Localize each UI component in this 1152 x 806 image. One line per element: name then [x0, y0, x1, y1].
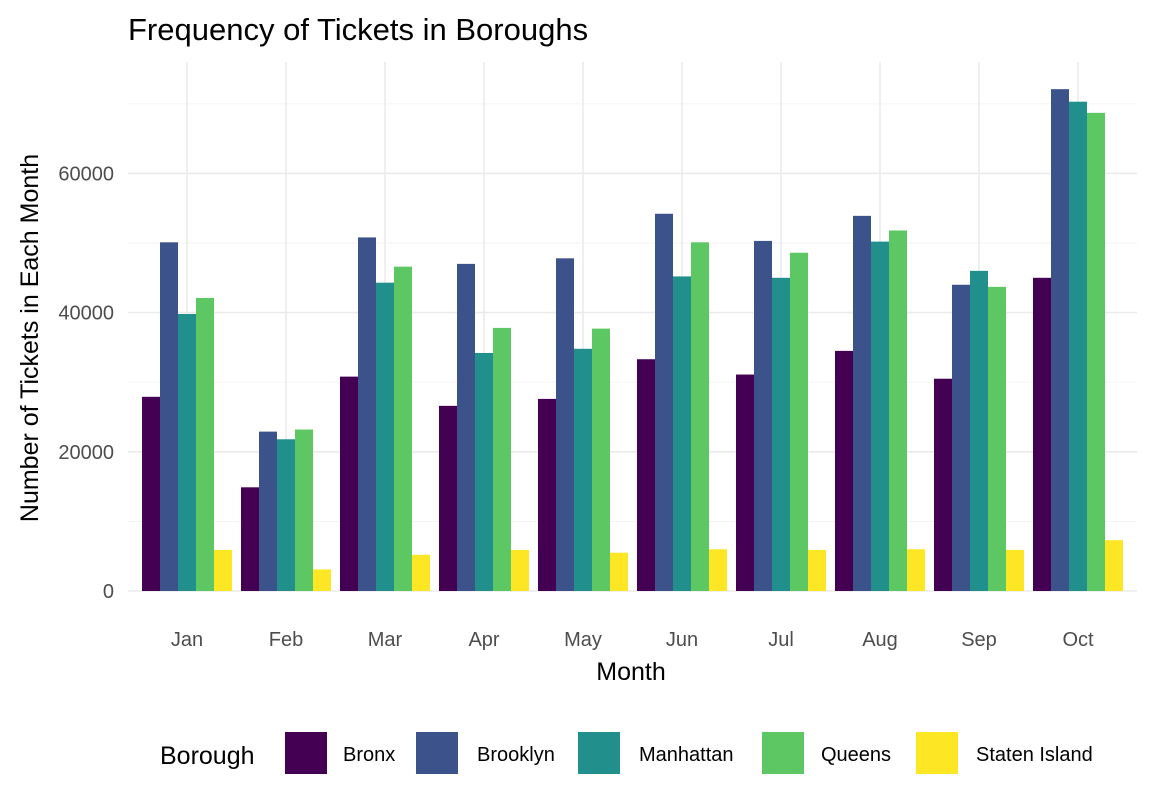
x-tick-label: Jul [768, 629, 794, 651]
bar-bronx-jan [142, 396, 160, 591]
x-tick-label: Apr [468, 629, 499, 651]
legend-key-queens [762, 732, 804, 774]
bar-manhattan-oct [1069, 101, 1087, 592]
bar-brooklyn-jun [655, 213, 673, 591]
legend-label: Manhattan [639, 744, 734, 766]
y-tick-label: 40000 [58, 303, 114, 325]
x-tick-labels: Jan Feb Mar Apr May Jun Jul Aug Sep Oct [171, 629, 1094, 651]
legend-key-staten-island [916, 732, 958, 774]
y-tick-label: 20000 [58, 442, 114, 464]
bar-manhattan-sep [970, 270, 988, 591]
bar-staten-island-apr [511, 549, 529, 591]
bar-staten-island-oct [1105, 540, 1123, 591]
y-tick-label: 60000 [58, 163, 114, 185]
bar-manhattan-aug [871, 241, 889, 592]
bar-manhattan-jul [772, 277, 790, 591]
bar-queens-mar [394, 266, 412, 591]
x-tick-label: Sep [961, 629, 997, 651]
bar-queens-jun [691, 242, 709, 592]
legend-label: Queens [821, 744, 891, 766]
bar-bronx-may [538, 398, 556, 591]
y-axis-title: Number of Tickets in Each Month [16, 154, 44, 522]
bar-queens-oct [1087, 112, 1105, 591]
x-tick-label: Feb [269, 629, 303, 651]
bar-brooklyn-sep [952, 284, 970, 591]
x-tick-label: Jan [171, 629, 203, 651]
bar-manhattan-mar [376, 282, 394, 591]
bar-bronx-sep [934, 378, 952, 591]
legend-label: Brooklyn [477, 744, 555, 766]
bar-queens-apr [493, 327, 511, 591]
bars [142, 89, 1123, 592]
bar-bronx-jul [736, 374, 754, 591]
legend-label: Staten Island [976, 744, 1093, 766]
bar-bronx-oct [1033, 277, 1051, 591]
y-tick-label: 0 [103, 581, 114, 603]
bar-queens-aug [889, 230, 907, 591]
x-tick-label: Jun [666, 629, 698, 651]
legend: Borough Bronx Brooklyn Manhattan Queens Stat… [160, 732, 1093, 774]
bar-staten-island-aug [907, 549, 925, 591]
bar-queens-sep [988, 286, 1006, 591]
bar-staten-island-mar [412, 554, 430, 591]
bar-brooklyn-feb [259, 431, 277, 591]
bar-staten-island-feb [313, 569, 331, 591]
bar-bronx-mar [340, 376, 358, 591]
bar-queens-jul [790, 252, 808, 592]
bar-queens-jan [196, 297, 214, 591]
x-axis-title: Month [596, 658, 665, 686]
x-tick-label: Aug [862, 629, 898, 651]
bar-brooklyn-oct [1051, 89, 1069, 592]
bar-manhattan-may [574, 348, 592, 591]
bar-brooklyn-may [556, 258, 574, 591]
bar-bronx-apr [439, 405, 457, 591]
bar-manhattan-jan [178, 313, 196, 591]
bar-manhattan-feb [277, 439, 295, 591]
y-tick-labels: 0 20000 40000 60000 [58, 163, 114, 603]
legend-key-bronx [285, 732, 327, 774]
legend-title: Borough [160, 742, 255, 770]
legend-label: Bronx [343, 744, 395, 766]
bar-brooklyn-jul [754, 240, 772, 591]
bar-manhattan-apr [475, 352, 493, 591]
legend-key-manhattan [578, 732, 620, 774]
bar-brooklyn-mar [358, 237, 376, 591]
x-tick-label: Oct [1062, 629, 1094, 651]
bar-queens-may [592, 328, 610, 591]
x-tick-label: May [564, 629, 602, 651]
bar-queens-feb [295, 429, 313, 591]
bar-staten-island-sep [1006, 549, 1024, 591]
bar-staten-island-jun [709, 549, 727, 591]
bar-staten-island-may [610, 552, 628, 591]
bar-staten-island-jul [808, 549, 826, 591]
bar-bronx-feb [241, 487, 259, 591]
bar-bronx-aug [835, 350, 853, 591]
x-tick-label: Mar [368, 629, 403, 651]
chart-title: Frequency of Tickets in Boroughs [128, 12, 588, 47]
bar-brooklyn-aug [853, 215, 871, 592]
bar-bronx-jun [637, 359, 655, 591]
bar-manhattan-jun [673, 276, 691, 591]
bar-brooklyn-apr [457, 263, 475, 591]
legend-key-brooklyn [416, 732, 458, 774]
bar-brooklyn-jan [160, 242, 178, 592]
bar-staten-island-jan [214, 549, 232, 591]
